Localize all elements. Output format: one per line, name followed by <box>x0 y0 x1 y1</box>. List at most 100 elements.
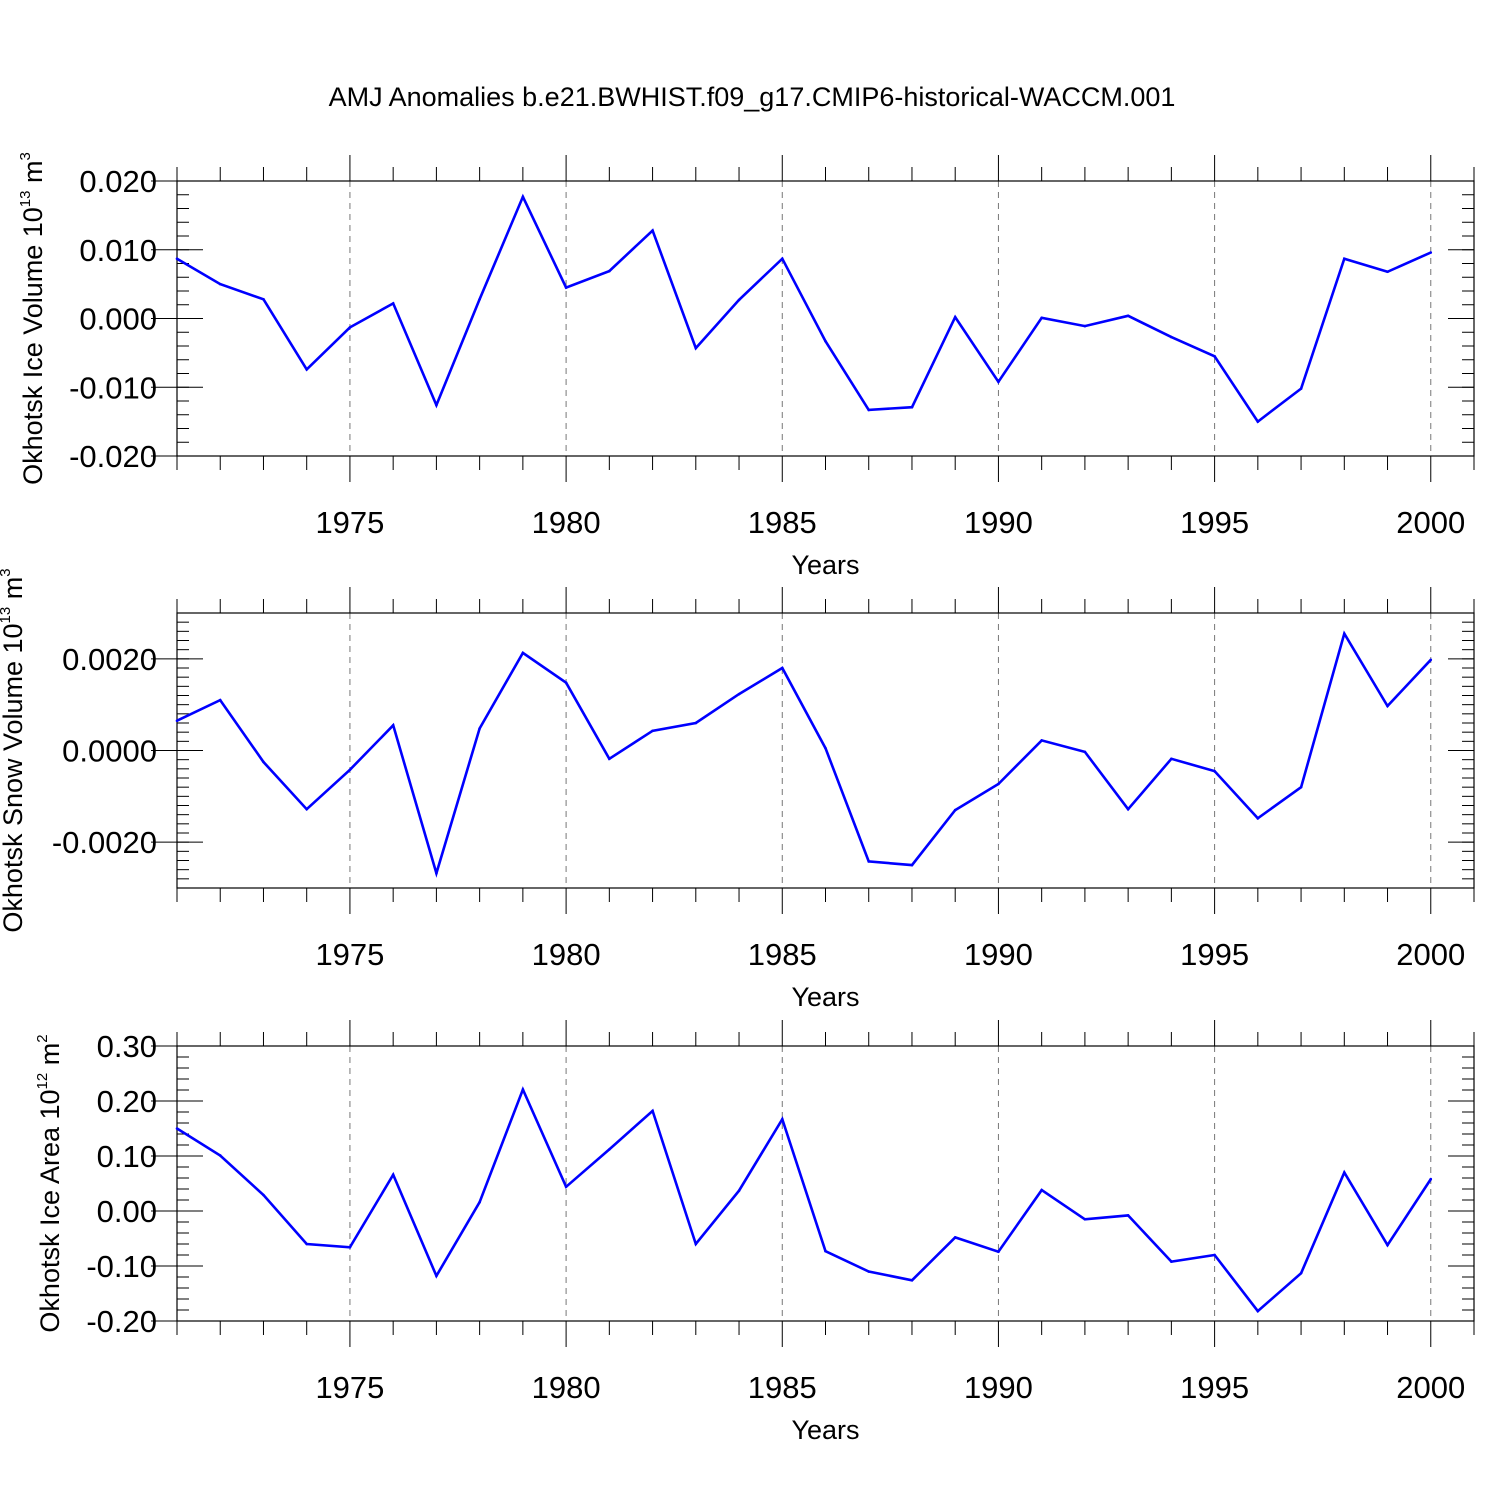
x-tick-label: 1990 <box>964 505 1033 540</box>
data-point <box>1429 658 1433 662</box>
x-axis-label: Years <box>791 550 859 580</box>
data-point <box>564 1185 568 1189</box>
data-point <box>1126 1214 1130 1217</box>
data-point <box>867 408 871 412</box>
chart-panel-2: 0.0020 0.0000 -0.0020 1975 1980 1985 1990 1995 2… <box>0 568 1475 1012</box>
y-axis-label: Okhotsk Snow Volume 1013 m3 <box>0 568 28 932</box>
data-point <box>608 757 611 761</box>
data-point <box>1040 739 1043 742</box>
data-point <box>651 729 654 733</box>
data-point <box>1213 769 1216 773</box>
x-tick-label: 2000 <box>1396 505 1465 540</box>
panels: 0.020 0.010 0.000 -0.010 -0.020 1975 1980 1985 1… <box>0 152 1475 1445</box>
x-tick-label: 1980 <box>532 1370 601 1405</box>
data-point <box>1299 387 1303 390</box>
plot-frame <box>176 180 1475 457</box>
data-point <box>478 297 481 301</box>
data-point <box>737 1189 741 1192</box>
chart-panel-1: 0.020 0.010 0.000 -0.010 -0.020 1975 1980 1985 1… <box>17 152 1475 580</box>
data-point <box>651 1109 654 1113</box>
x-tick-label: 1975 <box>315 937 384 972</box>
data-point <box>867 1270 871 1273</box>
data-point <box>1299 785 1303 789</box>
data-point <box>737 298 741 302</box>
data-point <box>1170 335 1173 339</box>
data-point <box>737 692 741 696</box>
data-point <box>564 286 568 289</box>
data-point <box>305 368 309 371</box>
series-line <box>176 1086 1432 1313</box>
data-point <box>824 339 827 343</box>
data-point <box>348 768 352 772</box>
data-point <box>521 1088 525 1091</box>
y-tick-label: 0.020 <box>79 164 157 199</box>
data-point <box>910 405 914 409</box>
x-axis-label: Years <box>791 982 859 1012</box>
data-point <box>1126 314 1130 318</box>
x-tick-label: 1980 <box>532 937 601 972</box>
y-tick-label: -0.20 <box>86 1304 157 1339</box>
y-axis-label: Okhotsk Ice Area 1012 m2 <box>34 1034 65 1332</box>
data-point <box>1256 420 1260 423</box>
data-point <box>953 808 957 812</box>
y-tick-label: -0.020 <box>69 439 157 474</box>
y-tick-label: -0.010 <box>69 370 157 405</box>
y-axis-label: Okhotsk Ice Volume 1013 m3 <box>17 152 48 485</box>
data-point <box>997 782 1000 786</box>
x-tick-label: 2000 <box>1396 937 1465 972</box>
data-point <box>1040 316 1043 320</box>
data-point <box>1213 355 1216 358</box>
data-point <box>1256 1309 1260 1313</box>
data-point <box>1083 1217 1087 1221</box>
data-point <box>305 1242 309 1246</box>
data-point <box>780 1117 784 1121</box>
data-point <box>218 698 222 702</box>
data-point <box>608 1148 611 1151</box>
x-tick-label: 1995 <box>1180 505 1249 540</box>
y-tick-label: -0.0020 <box>52 825 157 860</box>
data-point <box>1299 1271 1303 1275</box>
x-tick-label: 2000 <box>1396 1370 1465 1405</box>
data-point <box>780 257 784 260</box>
y-tick-label: 0.20 <box>97 1084 157 1119</box>
y-tick-label: -0.10 <box>86 1249 157 1284</box>
data-point <box>521 651 525 655</box>
data-point <box>435 1274 438 1278</box>
x-tick-label: 1975 <box>315 1370 384 1405</box>
data-point <box>694 1242 698 1246</box>
data-point <box>175 257 179 260</box>
x-tick-label: 1985 <box>748 505 817 540</box>
data-point <box>608 269 611 273</box>
y-tick-label: 0.0020 <box>62 642 157 677</box>
data-point <box>910 863 914 867</box>
data-point <box>1170 757 1173 761</box>
x-tick-label: 1995 <box>1180 937 1249 972</box>
data-point <box>348 1246 352 1249</box>
data-point <box>175 1127 179 1130</box>
data-point <box>694 346 698 350</box>
data-point <box>218 282 222 286</box>
x-tick-label: 1980 <box>532 505 601 540</box>
x-tick-label: 1990 <box>964 1370 1033 1405</box>
data-point <box>997 1250 1000 1253</box>
data-point <box>780 666 784 670</box>
y-tick-label: 0.10 <box>97 1139 157 1174</box>
data-point <box>348 326 352 329</box>
y-tick-label: 0.000 <box>79 302 157 337</box>
data-point <box>262 760 265 764</box>
data-point <box>651 229 654 232</box>
data-point <box>824 1249 827 1253</box>
data-point <box>1429 1177 1433 1181</box>
data-point <box>997 380 1000 384</box>
data-point <box>305 807 309 811</box>
data-point <box>1386 704 1389 708</box>
x-tick-label: 1985 <box>748 1370 817 1405</box>
data-point <box>953 315 957 319</box>
data-point <box>1040 1188 1043 1192</box>
data-point <box>953 1236 957 1239</box>
y-tick-label: 0.00 <box>97 1194 157 1229</box>
data-point <box>1083 324 1087 328</box>
data-point <box>694 721 698 725</box>
y-tick-label: 0.010 <box>79 233 157 268</box>
